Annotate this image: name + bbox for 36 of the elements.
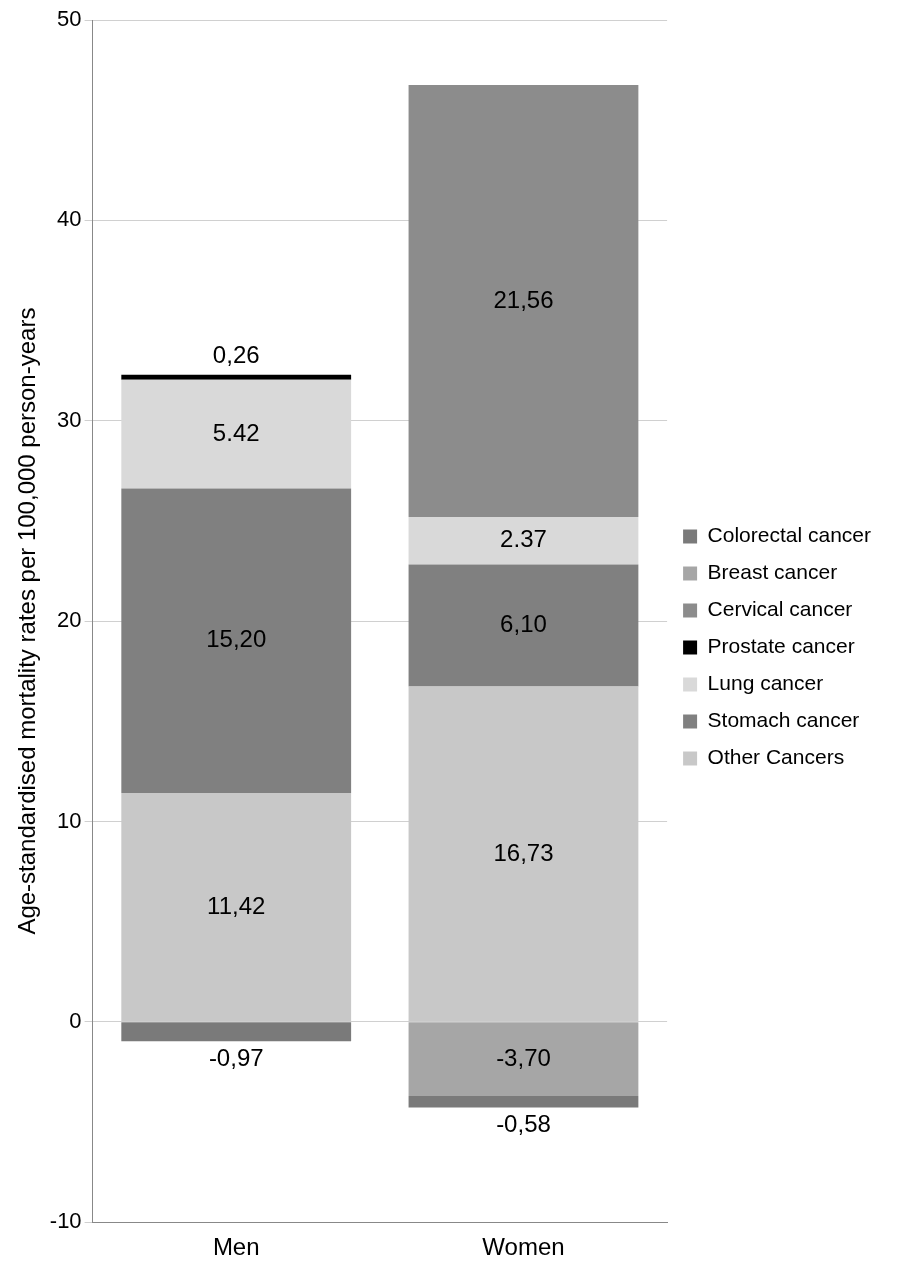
data-label: -3,70 — [496, 1043, 551, 1071]
legend-label: Stomach cancer — [707, 708, 860, 732]
data-label: -0,97 — [208, 1043, 264, 1071]
bar — [408, 1095, 639, 1108]
data-label: 0,26 — [212, 341, 260, 369]
y-tick-label: 10 — [57, 807, 82, 833]
y-tick-label: -10 — [49, 1208, 82, 1234]
legend-label: Colorectal cancer — [707, 523, 872, 547]
y-tick-label: 40 — [57, 206, 82, 232]
bar — [408, 84, 639, 517]
bar — [408, 1022, 639, 1096]
y-tick-label: 20 — [57, 607, 82, 633]
data-label: 6,10 — [500, 610, 547, 638]
bar — [121, 374, 352, 380]
bar — [408, 564, 639, 687]
data-label: 21,56 — [493, 285, 554, 313]
data-label: 16,73 — [493, 838, 554, 866]
data-label: 2.37 — [500, 525, 547, 553]
legend-label: Cervical cancer — [707, 597, 853, 621]
y-tick-label: 30 — [57, 406, 82, 432]
y-axis-title: Age-standardised mortality rates per 100,000 person-years — [13, 307, 41, 935]
y-tick-label: 50 — [57, 6, 82, 32]
legend-label: Breast cancer — [707, 560, 838, 584]
x-tick-label: Women — [482, 1233, 565, 1261]
bar — [121, 488, 352, 794]
data-label: 5.42 — [212, 418, 260, 446]
legend-label: Lung cancer — [707, 671, 824, 695]
legend-label: Prostate cancer — [707, 634, 855, 658]
bar — [408, 516, 639, 565]
bar — [121, 1022, 352, 1042]
data-label: -0,58 — [496, 1110, 551, 1138]
legend-label: Other Cancers — [707, 745, 845, 769]
data-label: 15,20 — [206, 625, 267, 653]
x-tick-label: Men — [212, 1233, 260, 1261]
data-label: 11,42 — [207, 891, 266, 919]
y-tick-label: 0 — [69, 1007, 82, 1033]
